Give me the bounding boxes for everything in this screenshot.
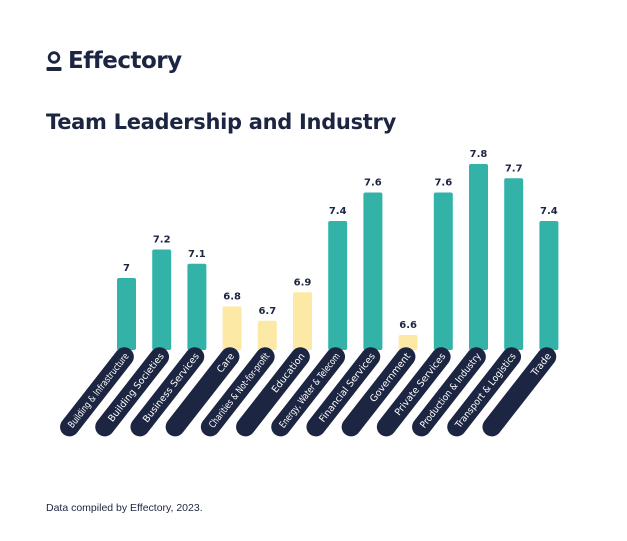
- brand-name: Effectory: [68, 48, 182, 74]
- chart-title: Team Leadership and Industry: [46, 110, 396, 134]
- bar-2: [187, 263, 207, 350]
- bar-5: [293, 292, 312, 350]
- value-label-2: 7.1: [188, 249, 206, 260]
- value-label-0: 7: [123, 263, 130, 274]
- value-label-8: 6.6: [399, 320, 417, 331]
- value-label-11: 7.7: [505, 163, 523, 174]
- bar-1: [152, 249, 172, 350]
- bar-6: [328, 221, 348, 350]
- bar-9: [433, 192, 453, 350]
- value-label-6: 7.4: [329, 206, 347, 217]
- value-label-4: 6.7: [258, 306, 276, 317]
- value-label-9: 7.6: [434, 178, 452, 189]
- bar-0: [117, 278, 136, 350]
- value-label-12: 7.4: [540, 206, 558, 217]
- bar-12: [539, 221, 559, 350]
- brand-logo: Effectory: [46, 50, 182, 73]
- bar-4: [257, 320, 277, 350]
- footer-note: Data compiled by Effectory, 2023.: [46, 502, 203, 514]
- bar-8: [398, 335, 418, 350]
- value-label-5: 6.9: [294, 277, 312, 288]
- value-label-7: 7.6: [364, 178, 382, 189]
- value-label-10: 7.8: [470, 149, 488, 160]
- value-label-1: 7.2: [153, 235, 171, 246]
- value-label-3: 6.8: [223, 292, 241, 303]
- bar-10: [469, 164, 488, 350]
- category-pill-3: Care: [165, 347, 240, 437]
- bar-3: [222, 306, 242, 350]
- person-icon: [46, 50, 62, 71]
- bar-7: [363, 192, 383, 350]
- bar-11: [504, 178, 524, 350]
